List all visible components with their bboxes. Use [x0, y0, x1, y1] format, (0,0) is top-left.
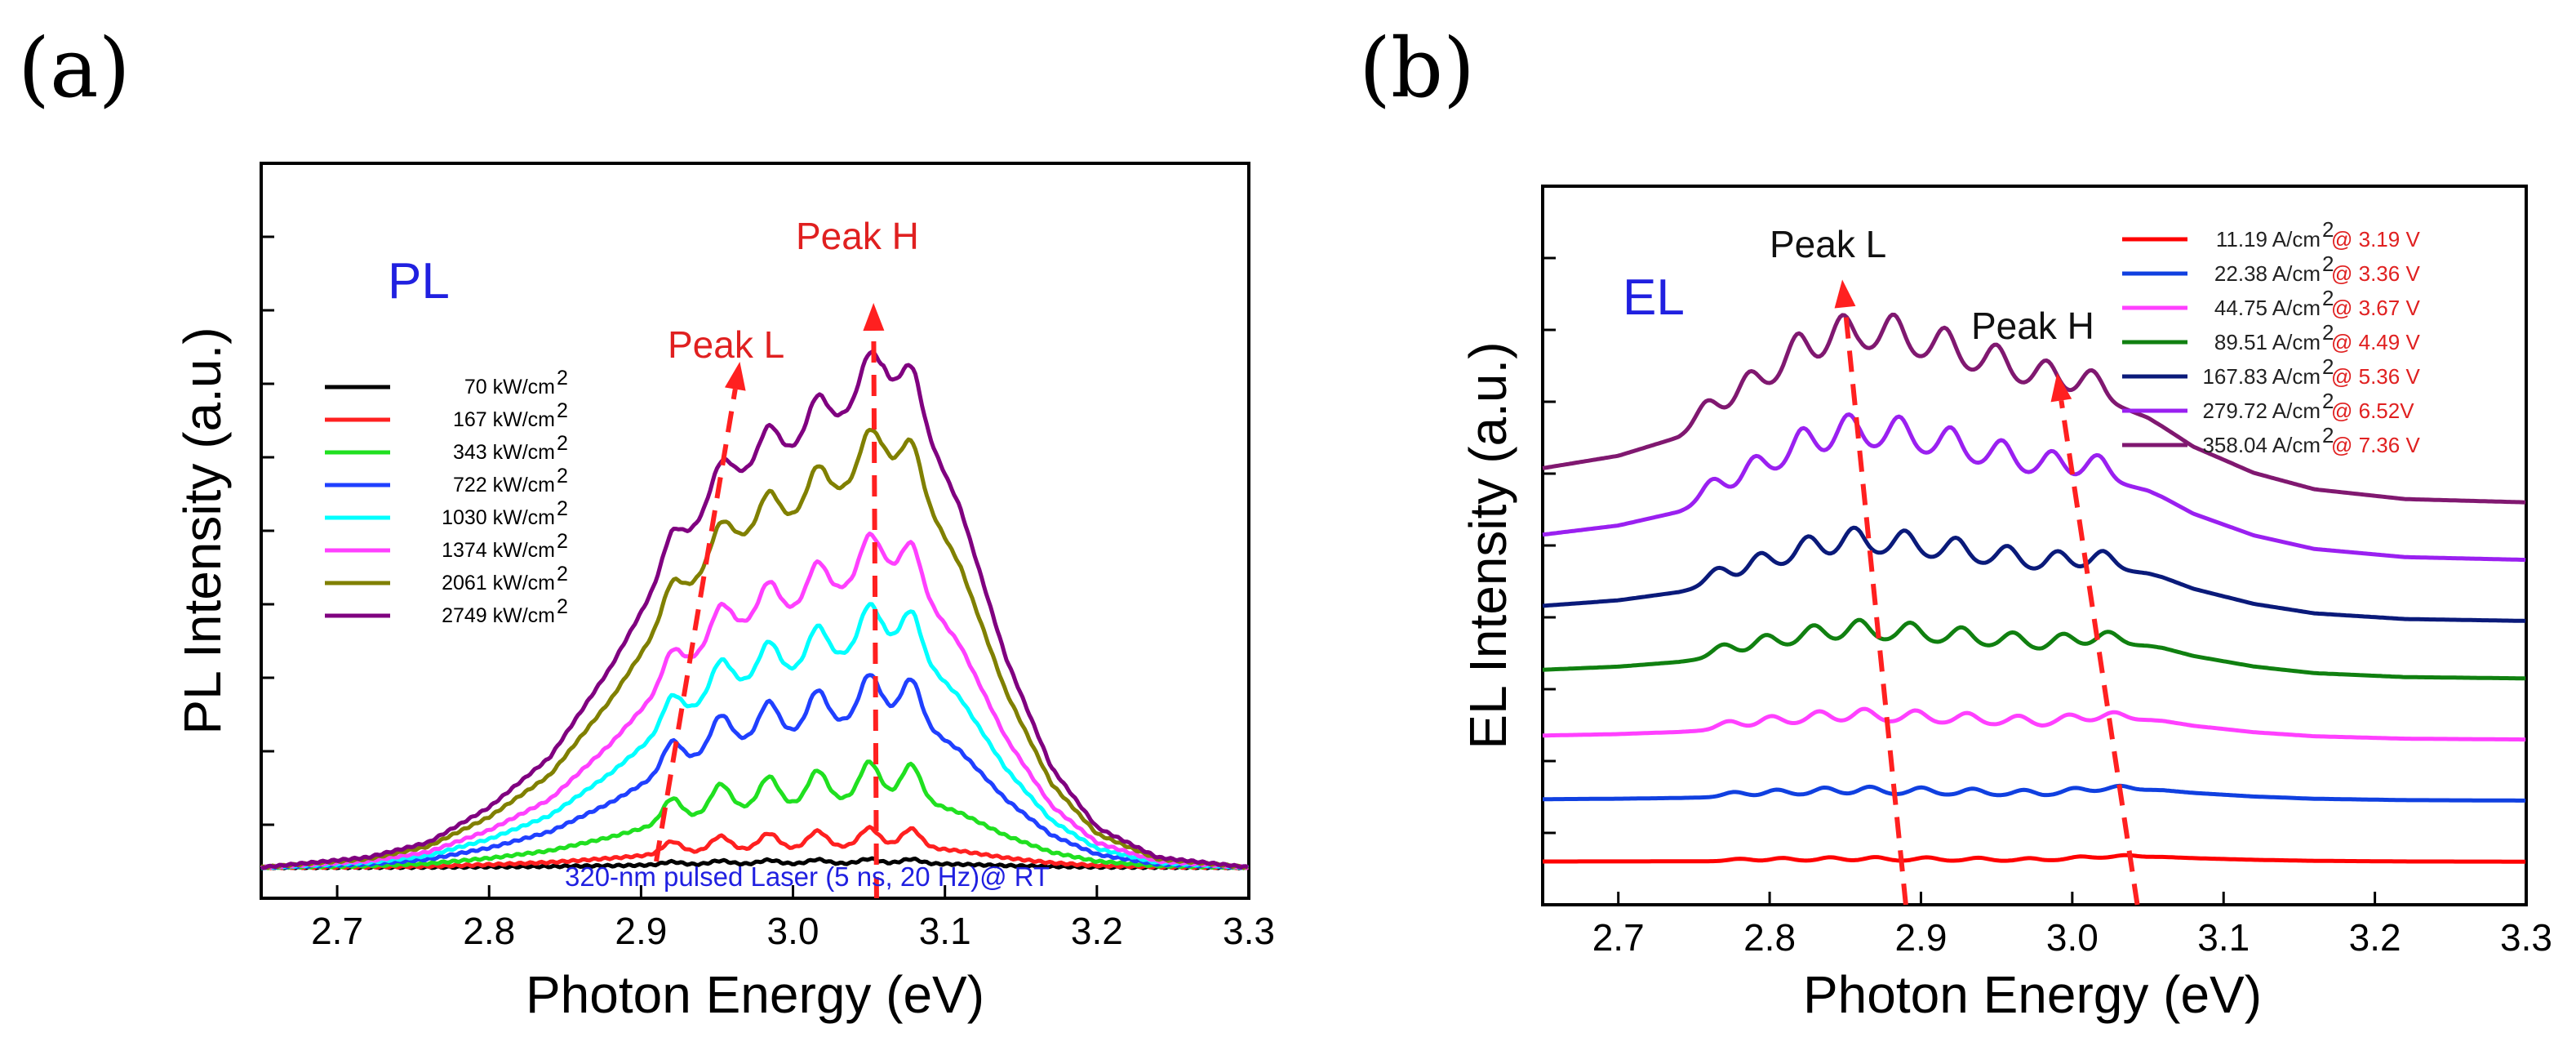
peak-h-arrow-b-shaft: [2059, 399, 2140, 906]
legend-sup-b: 2: [2322, 217, 2334, 242]
y-axis-title-a: PL Intensity (a.u.): [173, 327, 232, 734]
legend-b: 11.19 A/cm 2 @ 3.19 V22.38 A/cm 2 @ 3.36 V…: [2122, 217, 2420, 457]
panel-a: (a) 2.7 2.8 2.9 3.0 3.1 3.2 3.3 PL Peak L Peak…: [18, 20, 1275, 1024]
pl-curves: [260, 349, 1250, 870]
legend-sup-a: 2: [557, 465, 568, 487]
el-series-line: [1542, 617, 2526, 681]
peak-l-label-a: Peak L: [668, 323, 784, 366]
legend-label-a: 1030 kW/cm: [442, 506, 555, 529]
b-x-tick-label: 2.7: [1592, 916, 1645, 959]
pl-series-line: [260, 602, 1250, 870]
legend-condition-b: @ 4.49 V: [2331, 330, 2420, 354]
legend-label-b: 11.19 A/cm: [2216, 227, 2321, 252]
legend-condition-b: @ 3.19 V: [2331, 227, 2420, 252]
legend-sup-a: 2: [557, 399, 568, 422]
a-x-tick-label: 3.2: [1071, 910, 1123, 952]
peak-l-label-b: Peak L: [1770, 223, 1886, 265]
legend-label-a: 722 kW/cm: [453, 474, 555, 496]
pl-series-line: [260, 427, 1249, 870]
legend-condition-b: @ 6.52V: [2331, 398, 2414, 423]
legend-sup-b: 2: [2322, 423, 2334, 447]
y-axis-ticks-b: [1543, 256, 1556, 835]
legend-label-b: 22.38 A/cm: [2214, 261, 2321, 286]
el-series-line: [1543, 783, 2526, 803]
b-x-tick-label: 3.2: [2349, 916, 2401, 959]
x-axis-title-b: Photon Energy (eV): [1803, 965, 2262, 1024]
y-axis-title-b: EL Intensity (a.u.): [1459, 341, 1517, 749]
x-axis-ticks-a: 2.7 2.8 2.9 3.0 3.1 3.2 3.3: [311, 885, 1275, 952]
legend-sup-a: 2: [557, 497, 568, 520]
x-axis-ticks-b: 2.7 2.8 2.9 3.0 3.1 3.2 3.3: [1592, 892, 2552, 959]
legend-label-a: 70 kW/cm: [464, 376, 555, 398]
legend-label-a: 2749 kW/cm: [442, 604, 555, 627]
legend-sup-a: 2: [557, 432, 568, 455]
a-x-tick-label: 3.3: [1223, 910, 1275, 952]
el-annotations: [1834, 279, 2140, 906]
el-series-line: [1542, 412, 2526, 563]
legend-label-b: 167.83 A/cm: [2202, 364, 2321, 389]
legend-sup-a: 2: [557, 563, 568, 585]
legend-label-b: 89.51 A/cm: [2214, 330, 2321, 354]
el-tag: EL: [1623, 269, 1685, 326]
panel-label-b: (b): [1359, 20, 1475, 116]
pl-series-line: [260, 759, 1250, 870]
panel-b: (b) 2.7 2.8 2.9 3.0 3.1 3.2 3.3 EL Peak L Peak…: [1359, 20, 2552, 1024]
legend-sup-a: 2: [557, 595, 568, 618]
legend-sup-b: 2: [2322, 354, 2334, 379]
pl-tag: PL: [388, 253, 450, 309]
legend-label-a: 2061 kW/cm: [442, 572, 555, 594]
legend-condition-b: @ 3.67 V: [2331, 296, 2420, 320]
legend-condition-b: @ 5.36 V: [2331, 364, 2420, 389]
peak-h-label-b: Peak H: [1971, 305, 2094, 347]
legend-label-a: 1374 kW/cm: [442, 539, 555, 562]
peak-l-arrow-a-head: [724, 362, 746, 391]
el-series-line: [1542, 525, 2526, 623]
legend-label-b: 44.75 A/cm: [2214, 296, 2321, 320]
legend-label-b: 279.72 A/cm: [2202, 398, 2321, 423]
legend-label-b: 358.04 A/cm: [2202, 433, 2321, 457]
b-x-tick-label: 3.0: [2046, 916, 2099, 959]
peak-l-arrow-a-shaft: [654, 389, 738, 862]
el-series-line: [1543, 853, 2526, 864]
legend-sup-b: 2: [2322, 389, 2334, 413]
el-curves: [1542, 312, 2526, 864]
legend-label-a: 167 kW/cm: [453, 408, 555, 431]
a-x-tick-label: 3.1: [919, 910, 971, 952]
excitation-note: 320-nm pulsed Laser (5 ns, 20 Hz)@ RT: [565, 861, 1050, 892]
a-x-tick-label: 2.7: [311, 910, 363, 952]
peak-h-label-a: Peak H: [796, 215, 919, 257]
el-series-line: [1542, 706, 2526, 742]
pl-annotations: [654, 303, 885, 899]
legend-condition-b: @ 3.36 V: [2331, 261, 2420, 286]
peak-l-arrow-b-shaft: [1842, 306, 1908, 906]
legend-sup-b: 2: [2322, 252, 2334, 276]
b-x-tick-label: 2.8: [1743, 916, 1796, 959]
a-x-tick-label: 2.9: [615, 910, 667, 952]
legend-condition-b: @ 7.36 V: [2331, 433, 2420, 457]
peak-h-arrow-b-head: [2050, 372, 2072, 403]
y-axis-ticks-a: [261, 235, 274, 826]
legend-sup-a: 2: [557, 530, 568, 553]
legend-label-a: 343 kW/cm: [453, 441, 555, 464]
b-x-tick-label: 2.9: [1894, 916, 1947, 959]
legend-sup-a: 2: [557, 367, 568, 390]
x-axis-title-a: Photon Energy (eV): [526, 965, 984, 1024]
b-x-tick-label: 3.1: [2197, 916, 2250, 959]
b-x-tick-label: 3.3: [2500, 916, 2552, 959]
pl-series-line: [260, 673, 1249, 870]
pl-series-line: [260, 349, 1250, 870]
peak-h-arrow-a-head: [863, 303, 885, 332]
legend-sup-b: 2: [2322, 320, 2334, 345]
a-x-tick-label: 3.0: [767, 910, 819, 952]
panel-label-a: (a): [18, 20, 131, 116]
legend-sup-b: 2: [2322, 286, 2334, 310]
pl-series-line: [260, 531, 1249, 870]
peak-h-arrow-a-shaft: [871, 330, 879, 899]
a-x-tick-label: 2.8: [463, 910, 515, 952]
el-series-line: [1542, 312, 2526, 505]
peak-l-arrow-b-head: [1834, 279, 1856, 309]
